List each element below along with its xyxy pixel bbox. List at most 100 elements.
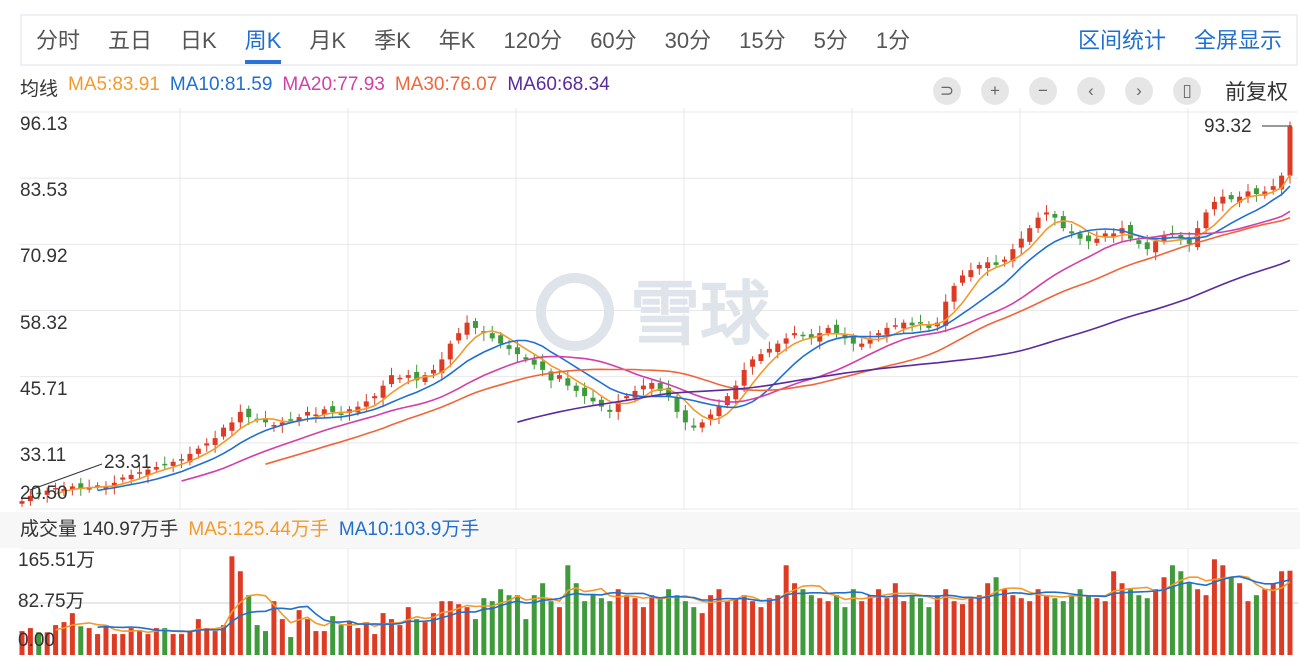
candle [699, 422, 705, 428]
min-marker [29, 463, 103, 491]
volume-bar [506, 595, 512, 655]
candle [153, 467, 159, 470]
volume-bar [19, 631, 25, 655]
candle [456, 333, 462, 341]
volume-bar [229, 556, 235, 655]
candle [246, 408, 252, 418]
undo-icon[interactable]: ⊃ [933, 77, 961, 105]
price-axis-label: 70.92 [20, 246, 68, 268]
price-axis-label: 83.53 [20, 180, 68, 202]
volume-bar [1211, 559, 1217, 655]
candle [279, 422, 285, 426]
candle [1228, 195, 1234, 200]
volume-bar [447, 601, 453, 655]
candle [338, 413, 344, 415]
volume-bar [640, 607, 646, 655]
volume-bar [607, 601, 613, 655]
candle [372, 396, 378, 399]
adjust-select[interactable]: 前复权 [1225, 81, 1288, 104]
price-axis-label: 96.13 [20, 114, 68, 135]
volume-bar [1060, 601, 1066, 655]
candle [78, 483, 84, 489]
volume-bar [1279, 571, 1285, 655]
volume-bar [624, 595, 630, 655]
volume-bar [246, 595, 252, 655]
prev-icon[interactable]: ‹ [1077, 77, 1105, 105]
candle [1245, 191, 1251, 197]
zoom-out-icon[interactable]: − [1029, 77, 1057, 105]
volume-bar [1077, 589, 1083, 655]
tab-12[interactable]: 1分 [875, 28, 911, 53]
zoom-in-icon[interactable]: + [981, 77, 1009, 105]
volume-legend: 成交量 140.97万手 MA5:125.44万手 MA10:103.9万手 [0, 512, 1300, 548]
fullscreen-link[interactable]: 全屏显示 [1193, 28, 1282, 53]
volume-bar [1027, 601, 1033, 655]
candle [808, 334, 814, 339]
tab-0[interactable]: 分时 [36, 28, 81, 53]
volume-bar [128, 628, 134, 655]
volume-bar [170, 634, 176, 655]
candle [649, 383, 655, 389]
chart-toolbar: ⊃ + − ‹ › ▯ 前复权 [933, 76, 1288, 106]
volume-bar [590, 595, 596, 655]
tab-5[interactable]: 季K [374, 28, 411, 53]
tab-1[interactable]: 五日 [108, 28, 153, 53]
volume-bar [1262, 589, 1268, 655]
candle [27, 495, 33, 502]
volume-bar [1144, 598, 1150, 655]
tab-8[interactable]: 60分 [590, 28, 637, 53]
volume-bar [1178, 571, 1184, 655]
max-price-label: 93.32 [1204, 116, 1252, 137]
volume-bar [1245, 601, 1251, 655]
candle [783, 338, 789, 344]
tab-2[interactable]: 日K [180, 28, 217, 53]
volume-bar [372, 634, 378, 655]
volume-bar [36, 632, 42, 655]
volume-bar [271, 601, 277, 655]
candle [758, 354, 764, 361]
volume-bar [346, 622, 352, 655]
candle [548, 371, 554, 381]
candle [1001, 259, 1007, 262]
volume-bar [1111, 571, 1117, 655]
candle [19, 501, 25, 504]
candle [817, 333, 823, 342]
candle [540, 361, 546, 370]
candle-icon[interactable]: ▯ [1173, 77, 1201, 105]
volume-bar [179, 634, 185, 655]
volume-bar [263, 631, 269, 655]
candle [1203, 212, 1209, 229]
volume-bar [1237, 583, 1243, 655]
volume-bar [288, 637, 294, 655]
tab-6[interactable]: 年K [438, 28, 476, 53]
candle [867, 338, 873, 344]
ma-legend-item: MA20:77.93 [282, 74, 385, 95]
range-stats-link[interactable]: 区间统计 [1077, 28, 1166, 53]
volume-ma10: MA10:103.9万手 [338, 519, 480, 540]
candle [1085, 235, 1091, 242]
tab-9[interactable]: 30分 [664, 28, 712, 53]
volume-bar [657, 598, 663, 655]
volume-bar [305, 619, 311, 655]
candle [1027, 228, 1033, 242]
tab-10[interactable]: 15分 [739, 28, 786, 53]
tab-3[interactable]: 周K [244, 16, 281, 64]
volume-bar [27, 628, 33, 655]
next-icon[interactable]: › [1125, 77, 1153, 105]
candle [985, 262, 991, 269]
candle [1010, 249, 1016, 262]
volume-bar [380, 613, 386, 655]
candle [1069, 231, 1075, 234]
volume-bar [1035, 589, 1041, 655]
volume-bar [682, 601, 688, 655]
tab-7[interactable]: 120分 [503, 28, 563, 53]
tab-4[interactable]: 月K [309, 28, 347, 53]
volume-bar [540, 583, 546, 655]
volume-bar [859, 601, 865, 655]
volume-bar [187, 631, 193, 655]
tab-11[interactable]: 5分 [813, 28, 848, 53]
volume-bar [44, 632, 50, 655]
volume-bar [598, 598, 604, 655]
candle [187, 453, 193, 463]
